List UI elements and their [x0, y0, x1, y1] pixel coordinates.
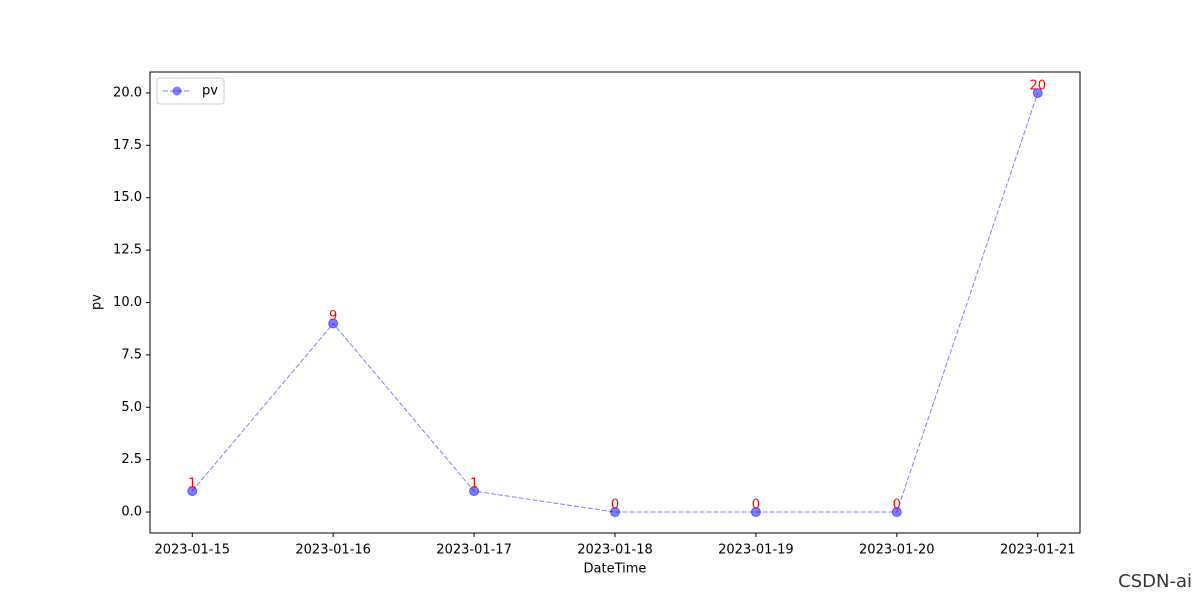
data-point — [187, 486, 198, 497]
data-line — [191, 92, 1039, 513]
legend-label: pv — [202, 84, 218, 99]
y-tick-label: 17.5 — [113, 138, 142, 153]
value-label: 20 — [1029, 78, 1046, 93]
watermark: CSDN-ai — [1118, 571, 1192, 592]
y-tick-label: 12.5 — [113, 243, 142, 258]
value-label: 9 — [329, 309, 337, 324]
x-tick-label: 2023-01-17 — [436, 543, 512, 558]
data-point — [610, 507, 620, 518]
data-point — [750, 507, 761, 518]
x-tick-label: 2023-01-16 — [295, 543, 371, 558]
y-tick-label: 10.0 — [113, 295, 142, 310]
y-tick-label: 7.5 — [121, 347, 142, 362]
value-label: 1 — [470, 477, 478, 492]
data-point — [891, 507, 902, 518]
data-point — [328, 318, 339, 329]
value-label: 0 — [611, 498, 619, 513]
y-tick-label: 5.0 — [121, 400, 142, 415]
y-tick-label: 2.5 — [121, 452, 142, 467]
data-point — [1032, 87, 1043, 98]
y-tick-label: 0.0 — [121, 505, 142, 520]
data-point — [469, 486, 480, 497]
y-axis-label: pv — [90, 294, 105, 310]
value-label: 1 — [188, 477, 196, 492]
x-axis-label: DateTime — [584, 562, 647, 577]
value-label: 0 — [893, 498, 901, 513]
legend-box — [156, 77, 225, 105]
x-tick-label: 2023-01-21 — [1000, 543, 1076, 558]
y-tick-label: 15.0 — [113, 190, 142, 205]
legend-marker — [172, 86, 182, 96]
y-tick-label: 20.0 — [113, 85, 142, 100]
plot-frame — [149, 71, 1081, 534]
x-tick-label: 2023-01-18 — [577, 543, 653, 558]
x-tick-label: 2023-01-19 — [718, 543, 794, 558]
value-label: 0 — [752, 498, 760, 513]
x-tick-label: 2023-01-20 — [859, 543, 935, 558]
x-tick-label: 2023-01-15 — [154, 543, 230, 558]
